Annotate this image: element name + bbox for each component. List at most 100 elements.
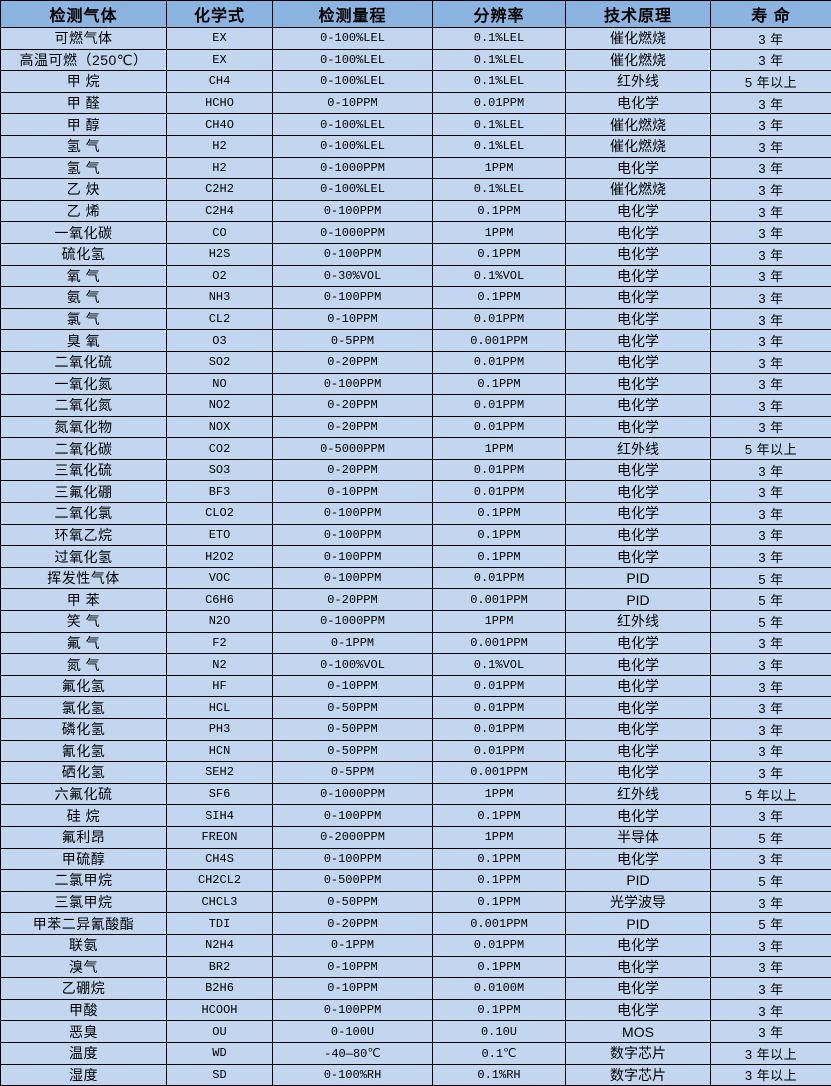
cell-resolution: 0.1PPM	[433, 287, 566, 309]
cell-detection-range: 0-100%LEL	[273, 179, 433, 201]
cell-gas-name: 氟利昂	[1, 826, 167, 848]
cell-technology: 半导体	[566, 826, 711, 848]
cell-detection-range: 0-20PPM	[273, 416, 433, 438]
cell-lifespan: 3 年	[711, 157, 831, 179]
cell-gas-name: 磷化氢	[1, 719, 167, 741]
cell-technology: 电化学	[566, 956, 711, 978]
cell-detection-range: 0-10PPM	[273, 308, 433, 330]
cell-lifespan: 3 年	[711, 308, 831, 330]
cell-gas-name: 硒化氢	[1, 762, 167, 784]
cell-technology: 电化学	[566, 546, 711, 568]
cell-detection-range: 0-50PPM	[273, 719, 433, 741]
cell-gas-name: 六氟化硫	[1, 783, 167, 805]
cell-resolution: 0.01PPM	[433, 675, 566, 697]
cell-technology: 电化学	[566, 848, 711, 870]
cell-detection-range: 0-20PPM	[273, 913, 433, 935]
cell-technology: 红外线	[566, 611, 711, 633]
cell-detection-range: 0-10PPM	[273, 978, 433, 1000]
cell-resolution: 0.01PPM	[433, 697, 566, 719]
column-header-gas-name: 检测气体	[1, 1, 167, 28]
table-header: 检测气体 化学式 检测量程 分辨率 技术原理 寿 命	[1, 1, 831, 28]
cell-gas-name: 过氧化氢	[1, 546, 167, 568]
cell-resolution: 0.1PPM	[433, 524, 566, 546]
cell-gas-name: 二氯甲烷	[1, 870, 167, 892]
cell-detection-range: 0-1000PPM	[273, 157, 433, 179]
cell-gas-name: 氮氧化物	[1, 416, 167, 438]
cell-chemical-formula: CLO2	[167, 503, 273, 525]
cell-technology: 电化学	[566, 524, 711, 546]
cell-chemical-formula: SF6	[167, 783, 273, 805]
cell-technology: 电化学	[566, 351, 711, 373]
cell-gas-name: 恶臭	[1, 1021, 167, 1043]
cell-gas-name: 二氧化氯	[1, 503, 167, 525]
cell-detection-range: 0-100PPM	[273, 503, 433, 525]
cell-gas-name: 甲 烷	[1, 71, 167, 93]
cell-chemical-formula: CH4S	[167, 848, 273, 870]
cell-resolution: 1PPM	[433, 157, 566, 179]
cell-gas-name: 氧 气	[1, 265, 167, 287]
cell-resolution: 0.001PPM	[433, 913, 566, 935]
cell-detection-range: -40—80℃	[273, 1042, 433, 1064]
cell-chemical-formula: CO2	[167, 438, 273, 460]
cell-gas-name: 硫化氢	[1, 243, 167, 265]
cell-technology: 电化学	[566, 654, 711, 676]
cell-lifespan: 3 年	[711, 1021, 831, 1043]
cell-chemical-formula: CH4O	[167, 114, 273, 136]
cell-resolution: 0.1PPM	[433, 870, 566, 892]
cell-technology: 电化学	[566, 416, 711, 438]
cell-detection-range: 0-10PPM	[273, 481, 433, 503]
cell-lifespan: 3 年	[711, 654, 831, 676]
cell-detection-range: 0-100PPM	[273, 999, 433, 1021]
cell-chemical-formula: NH3	[167, 287, 273, 309]
cell-detection-range: 0-100%LEL	[273, 71, 433, 93]
cell-resolution: 0.001PPM	[433, 330, 566, 352]
cell-lifespan: 3 年	[711, 740, 831, 762]
cell-chemical-formula: SO2	[167, 351, 273, 373]
cell-gas-name: 环氧乙烷	[1, 524, 167, 546]
cell-technology: 电化学	[566, 287, 711, 309]
cell-lifespan: 3 年	[711, 179, 831, 201]
cell-resolution: 0.01PPM	[433, 567, 566, 589]
cell-resolution: 0.1PPM	[433, 373, 566, 395]
cell-gas-name: 氨 气	[1, 287, 167, 309]
cell-lifespan: 3 年	[711, 416, 831, 438]
cell-detection-range: 0-2000PPM	[273, 826, 433, 848]
cell-detection-range: 0-50PPM	[273, 891, 433, 913]
cell-chemical-formula: H2	[167, 157, 273, 179]
cell-detection-range: 0-100PPM	[273, 848, 433, 870]
cell-chemical-formula: HCN	[167, 740, 273, 762]
cell-chemical-formula: SIH4	[167, 805, 273, 827]
cell-gas-name: 甲苯二异氰酸酯	[1, 913, 167, 935]
cell-lifespan: 3 年	[711, 28, 831, 50]
cell-detection-range: 0-100PPM	[273, 373, 433, 395]
cell-gas-name: 甲酸	[1, 999, 167, 1021]
cell-resolution: 0.1%LEL	[433, 135, 566, 157]
cell-gas-name: 乙 烯	[1, 200, 167, 222]
cell-lifespan: 3 年	[711, 114, 831, 136]
cell-lifespan: 3 年	[711, 481, 831, 503]
cell-detection-range: 0-100PPM	[273, 524, 433, 546]
cell-detection-range: 0-100PPM	[273, 243, 433, 265]
cell-gas-name: 三氟化硼	[1, 481, 167, 503]
cell-chemical-formula: BF3	[167, 481, 273, 503]
cell-chemical-formula: B2H6	[167, 978, 273, 1000]
cell-technology: 催化燃烧	[566, 49, 711, 71]
column-header-formula: 化学式	[167, 1, 273, 28]
